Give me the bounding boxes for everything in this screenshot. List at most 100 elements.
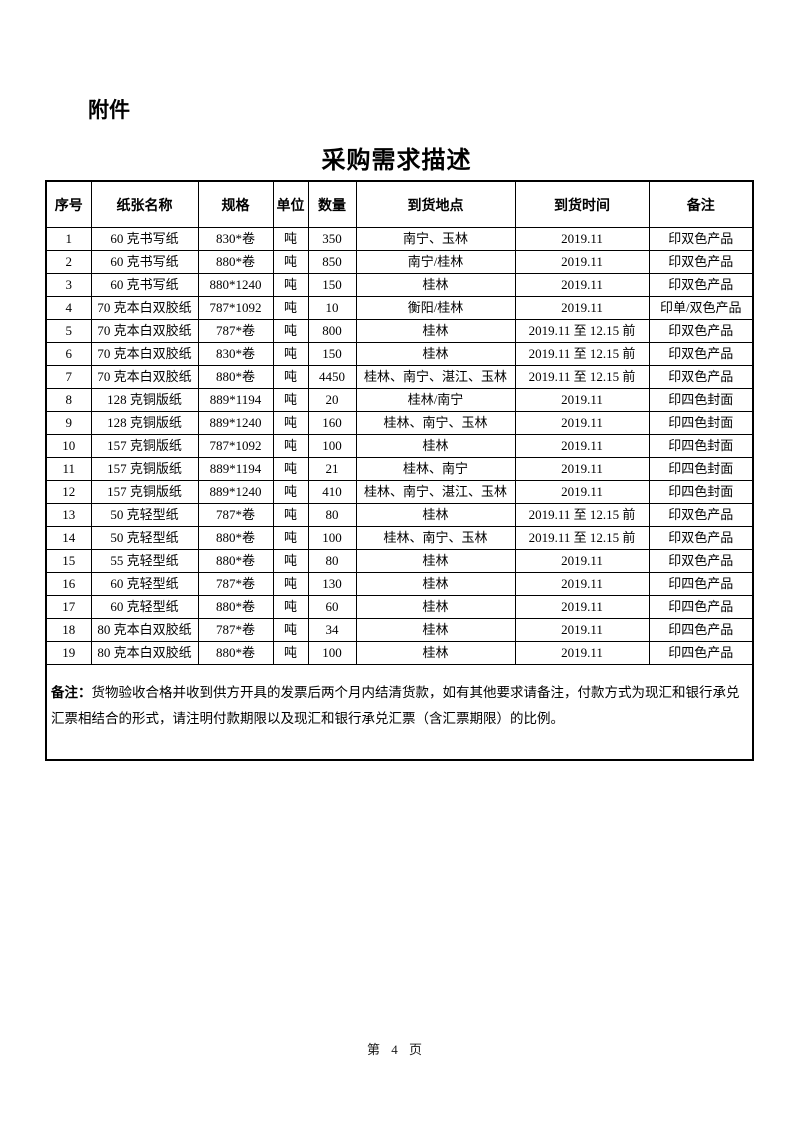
cell-location: 桂林	[355, 319, 516, 343]
cell-time: 2019.11	[514, 641, 650, 665]
cell-location: 桂林	[355, 641, 516, 665]
cell-no: 19	[45, 641, 92, 665]
header-spec: 规格	[197, 180, 274, 228]
table-row: 7 70 克本白双胶纸 880*卷吨 4450 桂林、南宁、湛江、玉林 2019.11 至…	[45, 365, 754, 389]
cell-spec: 830*卷	[197, 227, 274, 251]
header-location: 到货地点	[355, 180, 516, 228]
cell-remark: 印双色产品	[648, 250, 754, 274]
table-row: 17 60 克轻型纸 880*卷吨 60 桂林 2019.11 印四色产品	[45, 595, 754, 619]
cell-location: 桂林	[355, 273, 516, 297]
cell-time: 2019.11	[514, 411, 650, 435]
cell-no: 13	[45, 503, 92, 527]
cell-location: 桂林、南宁、湛江、玉林	[355, 365, 516, 389]
cell-qty: 130	[307, 572, 357, 596]
cell-location: 桂林	[355, 595, 516, 619]
cell-time: 2019.11	[514, 388, 650, 412]
table-row: 13 50 克轻型纸 787*卷吨 80 桂林 2019.11 至 12.15 前印双色产…	[45, 503, 754, 527]
header-time: 到货时间	[514, 180, 650, 228]
cell-remark: 印双色产品	[648, 273, 754, 297]
cell-location: 桂林	[355, 503, 516, 527]
cell-unit: 吨	[272, 319, 309, 343]
table-body: 1 60 克书写纸 830*卷吨 350 南宁、玉林 2019.11 印双色产品 2 60 克书…	[45, 227, 754, 761]
cell-time: 2019.11	[514, 273, 650, 297]
cell-no: 15	[45, 549, 92, 573]
cell-name: 50 克轻型纸	[90, 526, 199, 550]
cell-remark: 印四色产品	[648, 618, 754, 642]
cell-name: 60 克书写纸	[90, 273, 199, 297]
table-row: 18 80 克本白双胶纸 787*卷吨 34 桂林 2019.11 印四色产品	[45, 618, 754, 642]
cell-name: 60 克书写纸	[90, 227, 199, 251]
header-unit: 单位	[272, 180, 309, 228]
table-row: 12 157 克铜版纸 889*1240 吨 410 桂林、南宁、湛江、玉林 2019.11…	[45, 480, 754, 504]
cell-qty: 80	[307, 549, 357, 573]
cell-qty: 100	[307, 434, 357, 458]
cell-no: 10	[45, 434, 92, 458]
header-qty: 数量	[307, 180, 357, 228]
cell-unit: 吨	[272, 503, 309, 527]
table-row: 4 70 克本白双胶纸 787*1092 吨 10 衡阳/桂林 2019.11 印单/双色产品	[45, 296, 754, 320]
cell-remark: 印双色产品	[648, 365, 754, 389]
cell-no: 9	[45, 411, 92, 435]
table-row: 15 55 克轻型纸 880*卷吨 80 桂林 2019.11 印双色产品	[45, 549, 754, 573]
cell-remark: 印单/双色产品	[648, 296, 754, 320]
table-row: 10 157 克铜版纸 787*1092 吨 100 桂林 2019.11 印四色封面	[45, 434, 754, 458]
cell-remark: 印双色产品	[648, 503, 754, 527]
cell-no: 4	[45, 296, 92, 320]
cell-spec: 880*卷	[197, 250, 274, 274]
cell-name: 70 克本白双胶纸	[90, 365, 199, 389]
cell-no: 5	[45, 319, 92, 343]
cell-unit: 吨	[272, 227, 309, 251]
cell-no: 6	[45, 342, 92, 366]
note-cell: 备注：货物验收合格并收到供方开具的发票后两个月内结清货款，如有其他要求请备注，付…	[45, 664, 754, 761]
note-label: 备注：	[51, 685, 92, 700]
cell-unit: 吨	[272, 572, 309, 596]
cell-qty: 150	[307, 273, 357, 297]
cell-unit: 吨	[272, 595, 309, 619]
cell-spec: 880*卷	[197, 595, 274, 619]
cell-no: 2	[45, 250, 92, 274]
table-row: 5 70 克本白双胶纸 787*卷吨 800 桂林 2019.11 至 12.15 前印双…	[45, 319, 754, 343]
cell-qty: 80	[307, 503, 357, 527]
cell-name: 157 克铜版纸	[90, 480, 199, 504]
table-row: 16 60 克轻型纸 787*卷吨 130 桂林 2019.11 印四色产品	[45, 572, 754, 596]
cell-location: 桂林	[355, 342, 516, 366]
cell-location: 桂林、南宁、玉林	[355, 526, 516, 550]
cell-qty: 800	[307, 319, 357, 343]
cell-remark: 印双色产品	[648, 227, 754, 251]
header-name: 纸张名称	[90, 180, 199, 228]
cell-remark: 印四色封面	[648, 457, 754, 481]
cell-unit: 吨	[272, 411, 309, 435]
cell-location: 桂林、南宁	[355, 457, 516, 481]
cell-remark: 印四色封面	[648, 388, 754, 412]
cell-time: 2019.11	[514, 595, 650, 619]
cell-time: 2019.11	[514, 227, 650, 251]
cell-qty: 100	[307, 526, 357, 550]
cell-no: 1	[45, 227, 92, 251]
cell-unit: 吨	[272, 549, 309, 573]
cell-location: 桂林	[355, 434, 516, 458]
cell-remark: 印双色产品	[648, 526, 754, 550]
cell-name: 70 克本白双胶纸	[90, 319, 199, 343]
cell-qty: 100	[307, 641, 357, 665]
cell-spec: 880*卷	[197, 549, 274, 573]
cell-spec: 880*卷	[197, 641, 274, 665]
cell-name: 80 克本白双胶纸	[90, 618, 199, 642]
cell-spec: 880*1240	[197, 273, 274, 297]
cell-name: 80 克本白双胶纸	[90, 641, 199, 665]
procurement-table: 序号 纸张名称 规格 单位 数量 到货地点 到货时间 备注 1 60 克书写纸 83…	[45, 180, 754, 761]
cell-name: 55 克轻型纸	[90, 549, 199, 573]
cell-no: 3	[45, 273, 92, 297]
header-remark: 备注	[648, 180, 754, 228]
cell-location: 南宁/桂林	[355, 250, 516, 274]
cell-no: 18	[45, 618, 92, 642]
cell-qty: 150	[307, 342, 357, 366]
cell-unit: 吨	[272, 296, 309, 320]
cell-time: 2019.11	[514, 296, 650, 320]
cell-spec: 880*卷	[197, 365, 274, 389]
cell-time: 2019.11	[514, 434, 650, 458]
cell-remark: 印双色产品	[648, 342, 754, 366]
cell-name: 157 克铜版纸	[90, 457, 199, 481]
cell-qty: 350	[307, 227, 357, 251]
table-row: 8 128 克铜版纸 889*1194 吨 20 桂林/南宁 2019.11 印四色封面	[45, 388, 754, 412]
cell-location: 桂林	[355, 572, 516, 596]
